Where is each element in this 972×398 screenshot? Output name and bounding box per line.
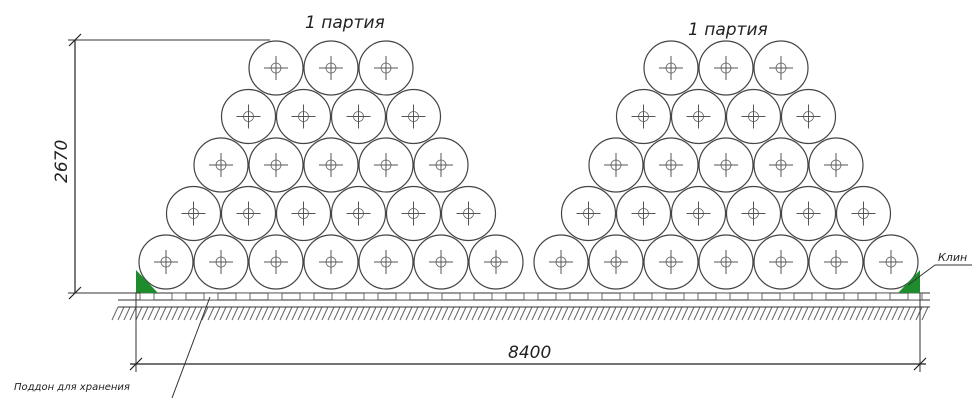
pallet-block xyxy=(427,292,443,301)
pallet-block xyxy=(395,292,411,301)
coil xyxy=(863,234,919,290)
pallet-block xyxy=(875,292,891,301)
pallet-block xyxy=(331,292,347,301)
batch-label-left: 1 партия xyxy=(305,13,385,33)
coil xyxy=(615,185,672,242)
pallet-block xyxy=(747,292,763,301)
coil xyxy=(670,88,727,145)
coil xyxy=(330,88,387,145)
pallet-block xyxy=(459,292,475,301)
pallet-block xyxy=(491,292,507,301)
wedge-right xyxy=(898,270,920,293)
pallet-block xyxy=(235,292,251,301)
coil xyxy=(165,185,222,242)
pallet-block xyxy=(203,292,219,301)
coil xyxy=(413,137,469,193)
coil xyxy=(413,234,469,290)
coil xyxy=(835,185,892,242)
coil xyxy=(275,88,332,145)
pallet-block xyxy=(843,292,859,301)
coil xyxy=(358,40,414,96)
pallet-block xyxy=(619,292,635,301)
width-dimension: 8400 xyxy=(129,293,927,372)
coil xyxy=(358,137,414,193)
ground-hatch xyxy=(111,306,929,321)
coil xyxy=(385,185,442,242)
pallet-leader: Поддон для хранения xyxy=(14,296,211,398)
coil xyxy=(643,234,699,290)
coil xyxy=(780,185,837,242)
wedge-label: Клин xyxy=(938,251,967,264)
wedge-left xyxy=(136,270,158,293)
coil xyxy=(358,234,414,290)
pallet-block xyxy=(715,292,731,301)
coil xyxy=(753,40,809,96)
coil xyxy=(753,137,809,193)
coil xyxy=(698,40,754,96)
pallet-label: Поддон для хранения xyxy=(14,382,130,393)
height-value: 2670 xyxy=(52,140,72,183)
coil xyxy=(220,88,277,145)
pallet-block xyxy=(523,292,539,301)
coil xyxy=(808,137,864,193)
coil xyxy=(588,137,644,193)
pallet-block xyxy=(651,292,667,301)
coil xyxy=(615,88,672,145)
coil xyxy=(643,40,699,96)
coil xyxy=(385,88,442,145)
coil xyxy=(303,137,359,193)
coil xyxy=(193,137,249,193)
right-stack xyxy=(533,40,919,290)
pallet-block xyxy=(171,292,187,301)
coil xyxy=(560,185,617,242)
coil xyxy=(468,234,524,290)
coil xyxy=(220,185,277,242)
coil xyxy=(330,185,387,242)
coil xyxy=(303,234,359,290)
coil xyxy=(780,88,837,145)
left-stack xyxy=(138,40,524,290)
coil xyxy=(753,234,809,290)
pallet-block xyxy=(139,292,155,301)
coil xyxy=(698,234,754,290)
wedge-leader: Клин xyxy=(907,251,972,286)
coil xyxy=(698,137,754,193)
pallet-block xyxy=(267,292,283,301)
coil xyxy=(303,40,359,96)
pallet-block xyxy=(299,292,315,301)
coil xyxy=(588,234,644,290)
width-value: 8400 xyxy=(508,343,551,363)
coil xyxy=(533,234,589,290)
coil xyxy=(275,185,332,242)
pallet-block xyxy=(363,292,379,301)
coil xyxy=(248,40,304,96)
coil xyxy=(808,234,864,290)
coil xyxy=(138,234,194,290)
coil xyxy=(248,137,304,193)
coil xyxy=(248,234,304,290)
pallet-block xyxy=(555,292,571,301)
coil xyxy=(440,185,497,242)
batch-label-right: 1 партия xyxy=(688,20,768,40)
pallet-block xyxy=(683,292,699,301)
height-dimension: 2670 xyxy=(52,33,270,300)
pallet-block xyxy=(779,292,795,301)
coil xyxy=(643,137,699,193)
coil xyxy=(725,185,782,242)
coil xyxy=(193,234,249,290)
pallet-block xyxy=(811,292,827,301)
coil xyxy=(725,88,782,145)
pallet-blocks xyxy=(139,292,923,301)
coil xyxy=(670,185,727,242)
pallet-block xyxy=(587,292,603,301)
